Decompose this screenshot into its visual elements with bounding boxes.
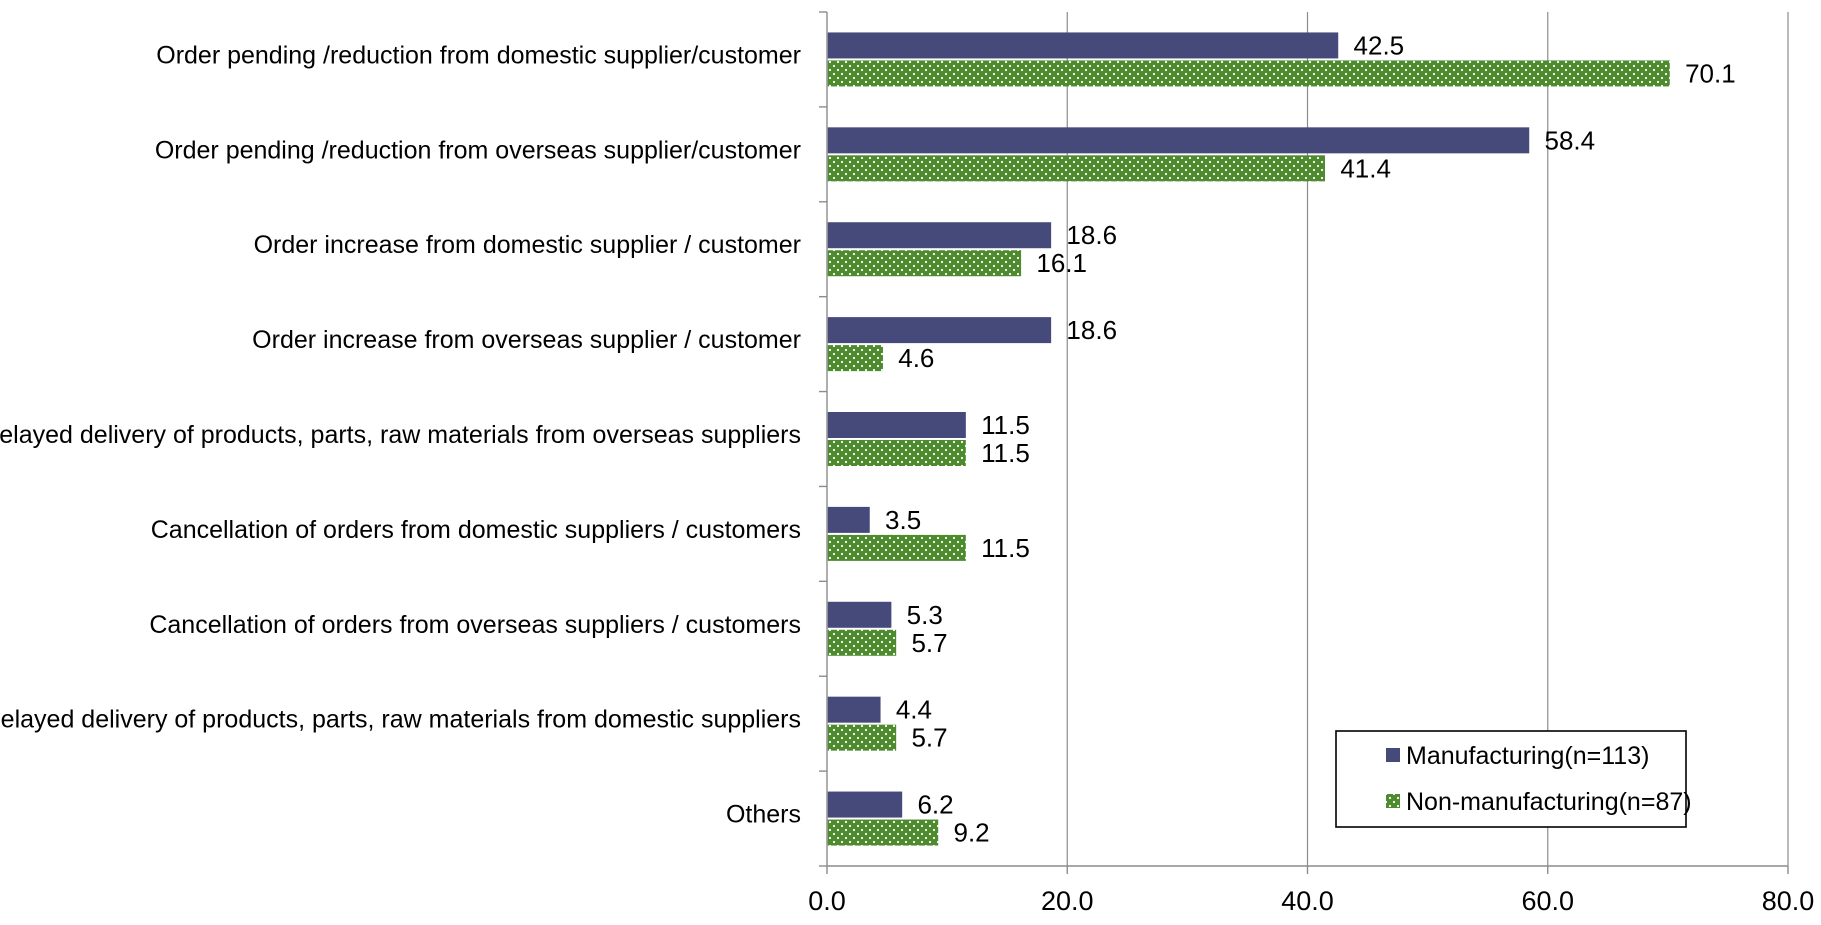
x-tick-label: 20.0: [1041, 886, 1094, 916]
axes: 0.0 20.0 40.0 60.0 80.0: [808, 11, 1815, 916]
bar-manufacturing: [827, 317, 1052, 344]
bar-non-manufacturing: [827, 724, 897, 751]
bar-non-manufacturing: [827, 250, 1022, 277]
bar-manufacturing: [827, 32, 1339, 59]
legend-swatch-non-manufacturing: [1386, 794, 1400, 808]
legend: Manufacturing(n=113) Non-manufacturing(n=…: [1335, 730, 1692, 828]
data-label: 5.7: [911, 628, 947, 658]
category-label: Order increase from overseas supplier / …: [252, 326, 801, 354]
legend-label: Non-manufacturing(n=87): [1406, 788, 1692, 816]
bar-non-manufacturing: [827, 440, 966, 466]
data-label: 3.5: [885, 505, 921, 535]
x-tick-label: 40.0: [1281, 886, 1334, 916]
data-label: 6.2: [917, 790, 953, 820]
x-tick-label: 80.0: [1762, 886, 1815, 916]
legend-box: [1335, 730, 1687, 828]
bars: [827, 32, 1670, 846]
data-labels: 42.570.158.441.418.616.118.64.611.511.53…: [885, 30, 1736, 847]
data-label: 11.5: [981, 533, 1030, 563]
bar-non-manufacturing: [827, 629, 897, 656]
data-label: 41.4: [1340, 153, 1391, 183]
category-labels: Order pending /reduction from domestic s…: [0, 41, 801, 828]
bar-manufacturing: [827, 696, 881, 723]
data-label: 11.5: [981, 410, 1030, 440]
data-label: 11.5: [981, 438, 1030, 468]
data-label: 16.1: [1036, 248, 1087, 278]
legend-label: Manufacturing(n=113): [1406, 742, 1649, 770]
data-label: 70.1: [1685, 58, 1736, 88]
bar-manufacturing: [827, 127, 1530, 154]
bar-non-manufacturing: [827, 155, 1326, 182]
data-label: 4.4: [896, 695, 932, 725]
data-label: 9.2: [954, 818, 990, 848]
category-label: Order pending /reduction from domestic s…: [156, 41, 801, 69]
category-label: Others: [726, 801, 801, 829]
x-tick-label: 0.0: [808, 886, 846, 916]
bar-non-manufacturing: [827, 345, 883, 372]
data-label: 58.4: [1545, 125, 1596, 155]
category-label: Delayed delivery of products, parts, raw…: [0, 421, 801, 449]
data-label: 5.7: [911, 723, 947, 753]
data-label: 4.6: [898, 343, 934, 373]
category-label: Cancellation of orders from overseas sup…: [149, 611, 801, 639]
bar-non-manufacturing: [827, 534, 966, 561]
data-label: 18.6: [1066, 220, 1117, 250]
bar-non-manufacturing: [827, 60, 1670, 87]
category-label: Delayed delivery of products, parts, raw…: [0, 706, 801, 734]
category-label: Order increase from domestic supplier / …: [254, 231, 801, 259]
bar-manufacturing: [827, 601, 892, 628]
legend-swatch-manufacturing: [1386, 748, 1400, 762]
bar-non-manufacturing: [827, 819, 939, 846]
x-tick-label: 60.0: [1521, 886, 1574, 916]
bar-manufacturing: [827, 222, 1052, 249]
bar-manufacturing: [827, 791, 903, 818]
bar-manufacturing: [827, 506, 870, 533]
category-label: Cancellation of orders from domestic sup…: [151, 516, 801, 544]
bar-manufacturing: [827, 412, 966, 438]
data-label: 18.6: [1066, 315, 1117, 345]
data-label: 42.5: [1354, 30, 1405, 60]
gridlines: [1066, 12, 1789, 866]
data-label: 5.3: [907, 600, 943, 630]
category-label: Order pending /reduction from overseas s…: [155, 136, 801, 164]
